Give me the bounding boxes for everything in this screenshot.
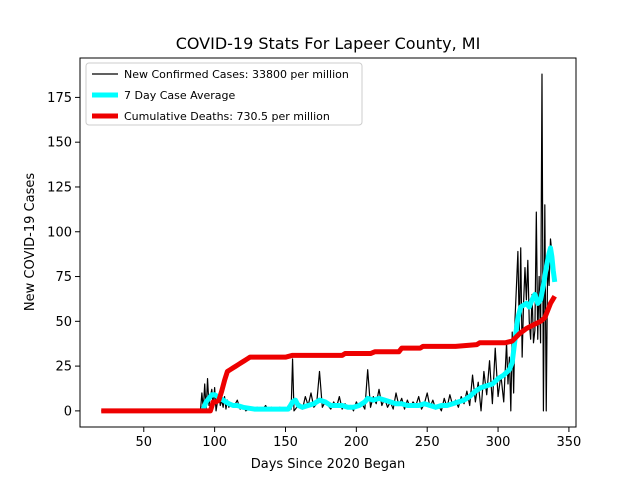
x-tick-label: 150 (273, 435, 298, 450)
legend-box (85, 62, 363, 126)
y-tick-label: 0 (64, 404, 72, 419)
x-axis-label: Days Since 2020 Began (251, 457, 406, 472)
legend: New Confirmed Cases: 33800 per million 7 … (85, 62, 363, 126)
x-tick-label: 50 (135, 435, 152, 450)
y-tick-label: 125 (47, 180, 72, 195)
x-tick-label: 250 (415, 435, 440, 450)
y-tick-label: 50 (55, 315, 72, 330)
legend-label-0: New Confirmed Cases: 33800 per million (124, 68, 349, 81)
y-tick-label: 100 (47, 225, 72, 240)
series-layer (101, 73, 558, 414)
chart-title: COVID-19 Stats For Lapeer County, MI (176, 34, 481, 53)
y-axis-label: New COVID-19 Cases (23, 173, 38, 311)
series-line-2 (101, 294, 557, 414)
y-tick-label: 175 (47, 91, 72, 106)
legend-label-1: 7 Day Case Average (124, 89, 236, 102)
y-tick-label: 75 (55, 270, 72, 285)
x-axis: 50 100 150 200 250 300 350 (135, 427, 581, 450)
plot-frame (79, 57, 577, 428)
y-tick-label: 25 (55, 360, 72, 375)
x-tick-label: 350 (557, 435, 582, 450)
x-tick-label: 100 (202, 435, 227, 450)
legend-label-2: Cumulative Deaths: 730.5 per million (124, 110, 330, 123)
x-tick-label: 200 (344, 435, 369, 450)
series-line-1 (200, 245, 558, 412)
x-tick-label: 300 (486, 435, 511, 450)
y-tick-label: 150 (47, 136, 72, 151)
y-axis: 0 25 50 75 100 125 150 175 (47, 91, 80, 419)
